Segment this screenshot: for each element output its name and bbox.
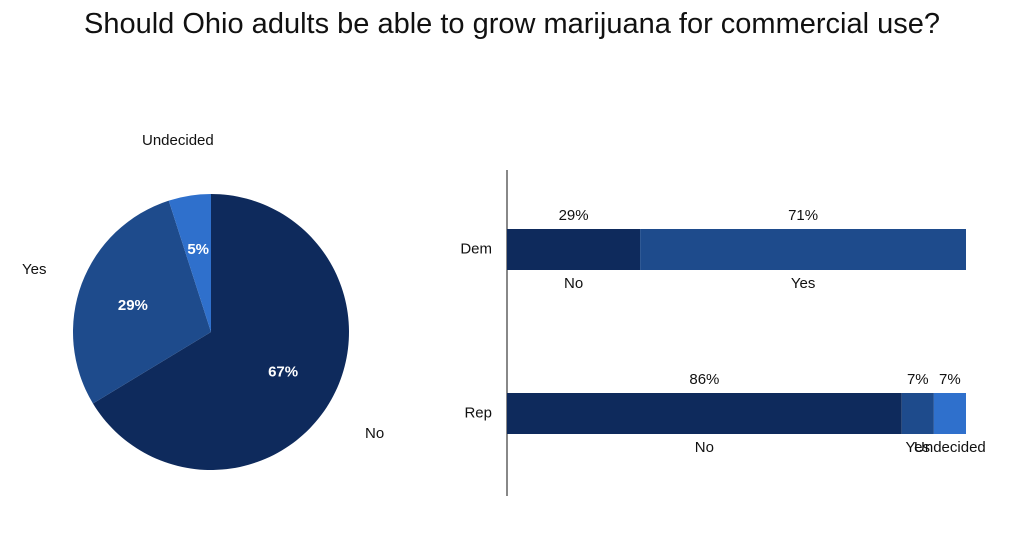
category-label-dem: Dem (460, 240, 492, 257)
pie-value-label-yes: 29% (118, 297, 148, 314)
bar-segment-label-dem-yes: Yes (791, 275, 815, 292)
pie-slice-no (92, 194, 349, 470)
bar-rep-no (507, 393, 902, 434)
pie-value-label-no: 67% (268, 364, 298, 381)
bar-segment-label-rep-no: No (695, 439, 714, 456)
bar-value-label-dem-no: 29% (559, 207, 589, 224)
bar-rep-yes (901, 393, 934, 434)
bar-rep-undecided (933, 393, 966, 434)
pie-slice-undecided (168, 194, 211, 332)
bar-segment-label-rep-yes: Yes (906, 439, 930, 456)
pie-category-label-no: No (365, 425, 384, 442)
pie-chart: 67% No 29% Yes 5% Undecided (22, 132, 384, 470)
category-label-rep: Rep (464, 404, 492, 421)
pie-category-label-yes: Yes (22, 261, 46, 278)
pie-category-label-undecided: Undecided (142, 132, 214, 149)
bar-segment-label-dem-no: No (564, 275, 583, 292)
bar-value-label-dem-yes: 71% (788, 207, 818, 224)
bar-value-label-rep-yes: 7% (907, 371, 929, 388)
stacked-bar-chart: Dem 29% No 71% Yes Rep 86% No 7% Yes 7% Undecided (460, 170, 986, 496)
bar-value-label-rep-no: 86% (689, 371, 719, 388)
bar-value-label-rep-undecided: 7% (939, 371, 961, 388)
pie-slice-yes (72, 200, 211, 404)
chart-title: Should Ohio adults be able to grow marij… (84, 8, 940, 40)
bar-segment-label-rep-undecided: Undecided (914, 439, 986, 456)
pie-value-label-undecided: 5% (187, 241, 209, 258)
bar-dem-no (507, 229, 641, 270)
bar-dem-yes (640, 229, 966, 270)
